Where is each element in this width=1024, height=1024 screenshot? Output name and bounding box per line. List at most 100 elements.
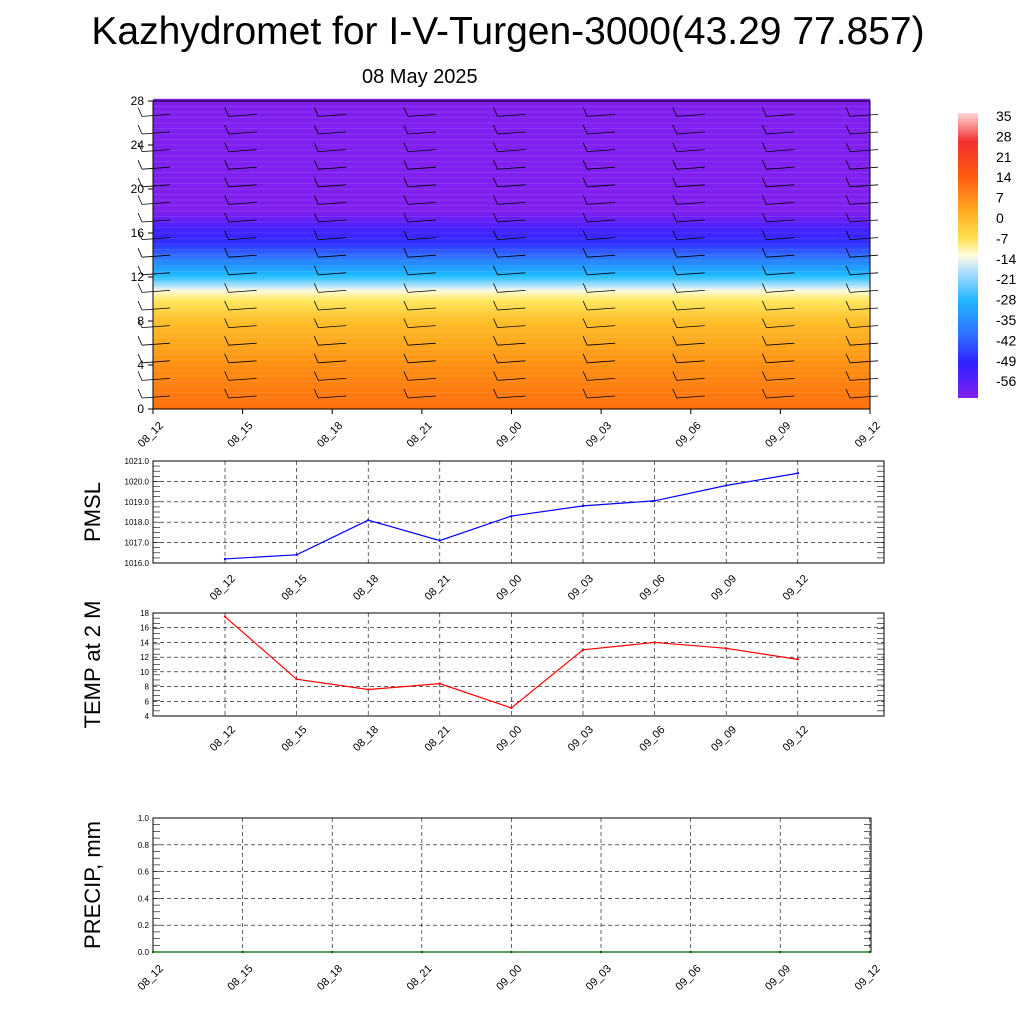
wind-barb <box>849 290 879 293</box>
x-tick-label: 09_03 <box>566 724 596 754</box>
wind-barb-feather <box>313 177 319 187</box>
heatmap-band <box>153 125 870 128</box>
wind-barb-feather <box>224 212 229 223</box>
heatmap-band <box>153 362 870 366</box>
wind-barb <box>587 131 616 135</box>
heatmap-band <box>153 314 870 318</box>
wind-barb <box>497 342 526 346</box>
wind-barb <box>676 237 705 240</box>
data-point <box>331 950 334 954</box>
heatmap-band <box>153 400 870 403</box>
wind-barb <box>407 184 436 188</box>
wind-barb <box>849 254 879 258</box>
wind-barb <box>497 378 526 381</box>
wind-barb <box>497 360 526 364</box>
wind-barb <box>407 272 436 276</box>
data-point <box>420 950 423 954</box>
wind-barb-feather <box>137 177 143 187</box>
wind-barb-feather <box>582 283 588 293</box>
wind-barb <box>318 325 347 328</box>
heatmap-band <box>153 305 870 309</box>
wind-barb <box>141 184 171 188</box>
wind-barb <box>766 342 795 346</box>
heatmap-band <box>153 312 870 315</box>
heatmap-band <box>153 252 870 256</box>
wind-barb-feather <box>137 212 143 223</box>
heatmap-band <box>153 329 870 333</box>
heatmap-band <box>153 279 870 282</box>
colorbar-label: 14 <box>996 169 1012 185</box>
wind-barb <box>587 360 616 364</box>
data-point <box>438 539 441 542</box>
heatmap-band <box>153 103 870 106</box>
wind-barb <box>849 325 879 328</box>
wind-barb <box>141 254 171 258</box>
wind-barb <box>228 307 257 311</box>
colorbar-label: -21 <box>996 271 1016 287</box>
heatmap-band <box>153 171 870 175</box>
x-tick-label: 09_06 <box>673 963 703 993</box>
wind-barb <box>407 149 436 152</box>
y-tick-label: 18 <box>140 609 149 618</box>
heatmap-band <box>153 299 870 302</box>
data-point <box>223 615 227 618</box>
wind-barb <box>849 272 879 276</box>
wind-barb <box>318 219 347 223</box>
wind-barb <box>497 325 526 328</box>
wind-barb-feather <box>582 124 588 135</box>
wind-barb-feather <box>493 212 498 223</box>
wind-barb-feather <box>493 318 498 328</box>
wind-barb <box>318 114 347 117</box>
colorbar-label: -28 <box>996 292 1016 308</box>
wind-barb-feather <box>137 107 143 117</box>
heatmap-band <box>153 338 870 342</box>
heatmap-band <box>153 120 870 124</box>
wind-barb-feather <box>224 388 229 399</box>
wind-barb-feather <box>672 371 678 381</box>
heatmap-band <box>153 178 870 181</box>
heatmap-band <box>153 193 870 197</box>
wind-barb <box>676 166 705 170</box>
y-tick-label: 28 <box>131 94 145 108</box>
wind-barb-feather <box>403 212 409 223</box>
heatmap-band <box>153 140 870 144</box>
wind-barb <box>141 149 171 152</box>
y-tick-label: 0 <box>137 402 144 416</box>
heatmap-band <box>153 215 870 219</box>
wind-barb-feather <box>493 300 498 311</box>
wind-barb <box>587 395 616 399</box>
wind-barb <box>497 184 526 188</box>
wind-barb-feather <box>672 107 678 117</box>
x-tick-label: 09_06 <box>637 573 667 603</box>
y-tick-label: 8 <box>137 314 144 328</box>
heatmap-band <box>153 257 870 260</box>
wind-barb <box>849 202 879 205</box>
colorbar-label: 0 <box>996 210 1004 226</box>
wind-barb <box>141 166 171 170</box>
panel-frame <box>152 817 872 953</box>
wind-barb <box>766 395 795 399</box>
wind-barb-feather <box>403 388 409 399</box>
wind-barb-feather <box>582 107 588 117</box>
heatmap-band <box>153 246 870 249</box>
heatmap-band <box>153 169 870 172</box>
wind-barb-feather <box>224 336 229 346</box>
heatmap-band <box>153 250 870 254</box>
data-point <box>367 518 370 522</box>
colorbar-label: 28 <box>996 128 1012 144</box>
wind-barb <box>141 219 171 223</box>
wind-barb <box>407 114 436 117</box>
x-tick-label: 08_12 <box>208 573 238 603</box>
wind-barb <box>318 272 347 276</box>
wind-barb <box>497 395 526 399</box>
x-tick-label: 09_06 <box>637 724 667 754</box>
wind-barb-feather <box>313 283 319 293</box>
wind-barb <box>676 307 705 311</box>
wind-barb-feather <box>313 107 319 117</box>
x-tick-label: 08_21 <box>423 573 453 603</box>
y-tick-label: 0.0 <box>138 948 150 957</box>
heatmap-band <box>153 197 870 201</box>
heatmap-band <box>153 173 870 177</box>
wind-barb-feather <box>762 230 767 240</box>
wind-barb <box>141 378 171 381</box>
